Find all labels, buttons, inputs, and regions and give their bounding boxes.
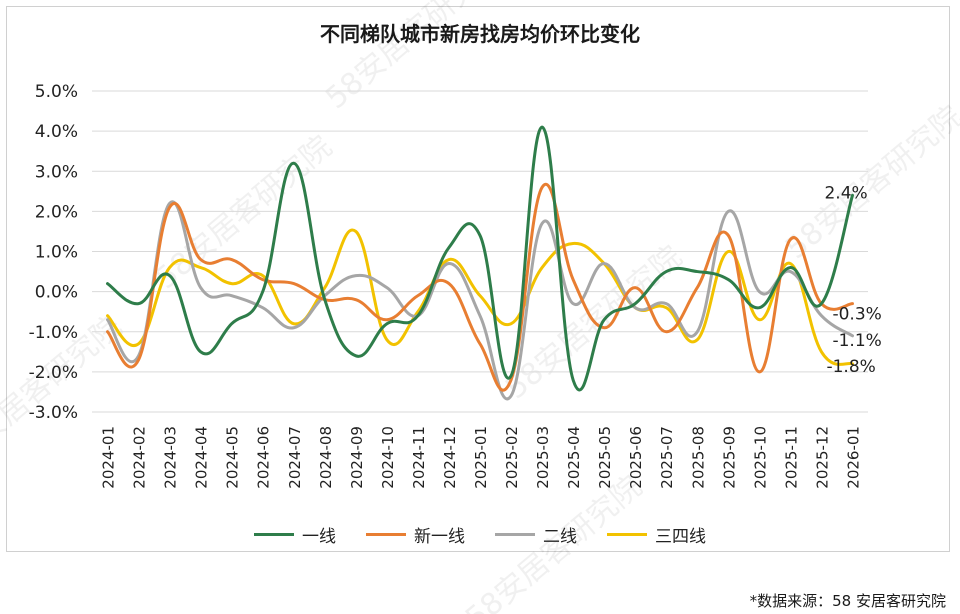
series-line-3: [106, 200, 854, 401]
y-tick-label: 3.0%: [35, 162, 78, 182]
x-tick-label: 2025-04: [565, 426, 583, 489]
chart-title: 不同梯队城市新房找房均价环比变化: [320, 22, 640, 46]
legend-label: 三四线: [655, 527, 706, 547]
y-tick-label: 1.0%: [35, 243, 78, 263]
x-tick-label: 2025-11: [782, 426, 800, 489]
x-tick-label: 2025-06: [627, 426, 645, 489]
watermark-text: 58安居客研究院: [319, 0, 509, 116]
series-line-2: [106, 182, 854, 392]
x-tick-label: 2025-12: [813, 426, 831, 489]
x-tick-label: 2025-03: [534, 426, 552, 489]
y-tick-label: 4.0%: [35, 122, 78, 142]
y-tick-label: 5.0%: [35, 82, 78, 102]
x-tick-label: 2024-01: [100, 426, 118, 489]
x-tick-label: 2024-09: [348, 426, 366, 489]
legend-swatch: [495, 533, 535, 536]
y-tick-label: -3.0%: [29, 403, 78, 423]
legend-label: 二线: [543, 527, 577, 547]
x-tick-label: 2024-05: [224, 426, 242, 489]
series-line-1: [106, 125, 854, 392]
x-tick-label: 2024-04: [193, 426, 211, 489]
x-axis-ticks: 2024-01 2024-02 2024-03 2024-04 2024-05 2024-…: [100, 426, 863, 489]
x-tick-label: 2024-11: [410, 426, 428, 489]
x-tick-label: 2024-12: [441, 426, 459, 489]
gridlines: [92, 90, 868, 413]
x-tick-label: 2024-10: [379, 426, 397, 489]
legend: 一线 新一线 二线 三四线: [0, 522, 960, 547]
legend-item: 一线: [254, 522, 336, 547]
x-tick-label: 2025-05: [596, 426, 614, 489]
legend-swatch: [254, 533, 294, 536]
legend-label: 一线: [302, 527, 336, 547]
watermark-text: 58安居客研究院: [779, 99, 960, 266]
y-tick-label: -1.0%: [29, 323, 78, 343]
end-label: 2.4%: [824, 183, 867, 203]
legend-item: 三四线: [607, 522, 706, 547]
y-tick-label: 0.0%: [35, 283, 78, 303]
x-tick-label: 2025-09: [720, 426, 738, 489]
x-tick-label: 2024-06: [255, 426, 273, 489]
legend-item: 二线: [495, 522, 577, 547]
x-tick-label: 2025-10: [751, 426, 769, 489]
series-lines: [106, 125, 854, 401]
x-tick-label: 2024-03: [162, 426, 180, 489]
x-tick-label: 2024-07: [286, 426, 304, 489]
legend-swatch: [366, 533, 406, 536]
x-tick-label: 2024-02: [131, 426, 149, 489]
end-label: -0.3%: [832, 305, 881, 325]
x-tick-label: 2024-08: [317, 426, 335, 489]
x-tick-label: 2025-08: [689, 426, 707, 489]
legend-item: 新一线: [366, 522, 465, 547]
source-note: *数据来源：58 安居客研究院: [749, 592, 946, 610]
y-tick-label: 2.0%: [35, 202, 78, 222]
y-axis-ticks: 5.0% 4.0% 3.0% 2.0% 1.0% 0.0% -1.0% -2.0% -3.0%: [29, 82, 78, 423]
y-tick-label: -2.0%: [29, 363, 78, 383]
x-tick-label: 2025-02: [503, 426, 521, 489]
x-tick-label: 2025-01: [472, 426, 490, 489]
x-tick-label: 2025-07: [658, 426, 676, 489]
watermark-text: 58安居客研究院: [149, 129, 339, 296]
end-label: -1.1%: [832, 331, 881, 351]
end-label: -1.8%: [826, 357, 875, 377]
x-tick-label: 2026-01: [844, 426, 862, 489]
legend-swatch: [607, 533, 647, 536]
legend-label: 新一线: [414, 527, 465, 547]
end-labels: 2.4% -0.3% -1.1% -1.8%: [824, 183, 881, 377]
